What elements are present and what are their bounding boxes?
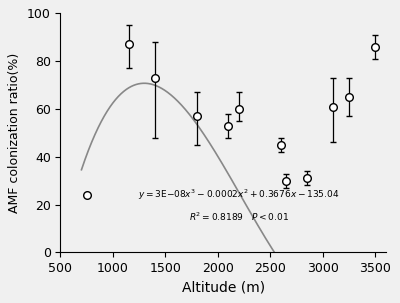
Text: $R^2 = 0.8189\quad P<0.01$: $R^2 = 0.8189\quad P<0.01$ bbox=[189, 210, 289, 223]
Text: $y = 3\mathrm{E}{-}08x^3 - 0.0002x^2 + 0.3676x - 135.04$: $y = 3\mathrm{E}{-}08x^3 - 0.0002x^2 + 0… bbox=[138, 188, 340, 202]
Y-axis label: AMF colonization ratio(%): AMF colonization ratio(%) bbox=[8, 53, 21, 213]
X-axis label: Altitude (m): Altitude (m) bbox=[182, 281, 265, 295]
